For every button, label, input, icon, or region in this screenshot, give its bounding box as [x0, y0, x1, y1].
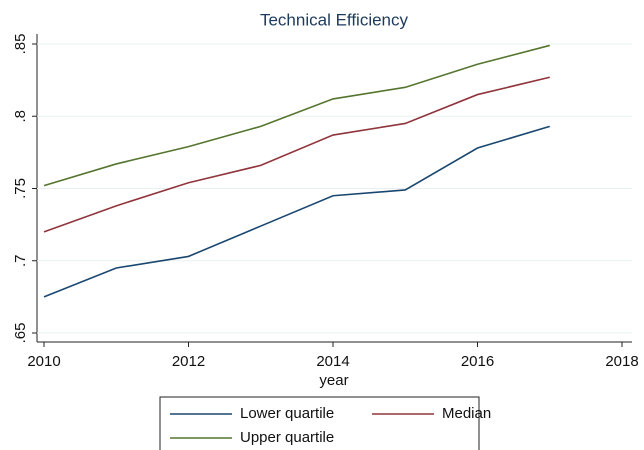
- legend-label: Median: [442, 405, 491, 422]
- x-tick-label: 2014: [316, 353, 349, 370]
- x-tick-label: 2012: [172, 353, 205, 370]
- x-tick-label: 2018: [605, 353, 638, 370]
- y-tick-label: .85: [12, 34, 29, 55]
- series-line: [43, 76, 550, 233]
- x-tick-label: 2016: [461, 353, 494, 370]
- series-line: [43, 44, 550, 187]
- x-tick-label: 2010: [27, 353, 60, 370]
- legend-label: Lower quartile: [240, 405, 334, 422]
- x-axis-label: year: [319, 372, 348, 389]
- y-tick-label: .75: [12, 178, 29, 199]
- chart-title: Technical Efficiency: [260, 10, 409, 29]
- series-line: [43, 125, 550, 298]
- legend: [159, 396, 480, 450]
- y-tick-label: .7: [12, 254, 29, 267]
- y-tick-label: .8: [12, 110, 29, 123]
- legend-label: Upper quartile: [240, 429, 334, 446]
- y-tick-label: .65: [12, 323, 29, 344]
